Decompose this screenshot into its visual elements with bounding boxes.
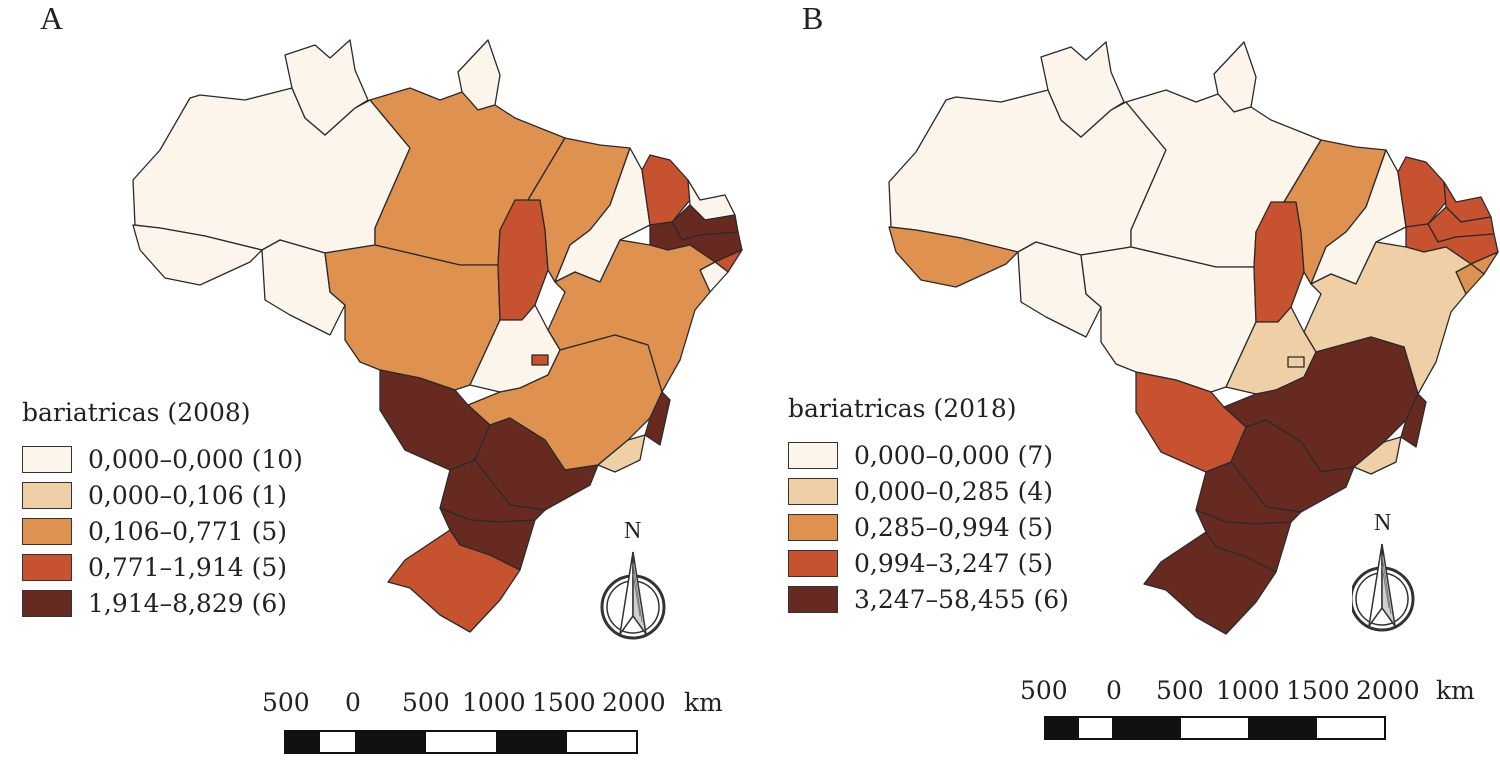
legend-label: 1,914–8,829 (6) — [88, 588, 287, 618]
scale-label: 500 — [1020, 676, 1068, 705]
scale-bar-graphic — [284, 730, 638, 754]
state-roraima — [284, 39, 369, 136]
panel-letter: A — [40, 0, 64, 36]
legend-item: 0,000–0,106 (1) — [22, 477, 303, 513]
brazil-map-2008 — [132, 39, 743, 633]
legend-title: bariatricas (2018) — [788, 394, 1017, 423]
legend-label: 0,285–0,994 (5) — [854, 512, 1053, 542]
legend-swatch — [22, 481, 72, 509]
legend-swatch — [788, 585, 838, 613]
state-rj — [1353, 436, 1402, 475]
scale-bar: 500 0 500 1000 1500 2000 km — [262, 688, 723, 754]
scale-label: km — [1436, 676, 1475, 705]
legend-label: 0,000–0,000 (7) — [854, 440, 1053, 470]
scale-label: 1500 — [532, 688, 596, 717]
scale-label: 1500 — [1286, 676, 1350, 705]
state-df — [531, 354, 549, 366]
scale-label: 2000 — [1356, 676, 1420, 705]
state-es — [644, 391, 671, 446]
legend-label: 0,994–3,247 (5) — [854, 548, 1053, 578]
state-rj — [597, 434, 646, 473]
scale-labels: 500 0 500 1000 1500 2000 km — [1020, 676, 1475, 706]
state-acre — [888, 226, 1019, 288]
legend-label: 0,106–0,771 (5) — [88, 516, 287, 546]
state-roraima — [1040, 41, 1125, 138]
scale-label: 500 — [402, 688, 450, 717]
scale-label: 0 — [1106, 676, 1122, 705]
legend-item: 0,000–0,000 (7) — [788, 437, 1069, 473]
scale-label: km — [684, 688, 723, 717]
state-es — [1400, 393, 1427, 448]
legend-item: 0,771–1,914 (5) — [22, 549, 303, 585]
state-tocantins — [1253, 201, 1305, 323]
state-acre — [132, 224, 263, 286]
scale-label: 0 — [345, 688, 361, 717]
compass-icon — [1352, 543, 1415, 632]
scale-label: 1000 — [1216, 676, 1280, 705]
legend-item: 3,247–58,455 (6) — [788, 581, 1069, 617]
legend-title: bariatricas (2008) — [22, 398, 251, 427]
brazil-map-2018 — [888, 41, 1499, 635]
legend: bariatricas (2018) 0,000–0,000 (7) 0,000… — [788, 394, 1069, 617]
state-tocantins — [497, 199, 549, 321]
scale-label: 1000 — [462, 688, 526, 717]
map-panel-a: A bariatricas (2008) 0,000–0,000 (10) 0,… — [22, 0, 743, 754]
legend-label: 0,000–0,285 (4) — [854, 476, 1053, 506]
scale-bar-graphic — [1044, 716, 1386, 740]
legend-label: 0,000–0,106 (1) — [88, 480, 287, 510]
legend-label: 0,771–1,914 (5) — [88, 552, 287, 582]
state-mato-grosso — [1080, 246, 1257, 393]
state-rs — [387, 529, 521, 633]
compass-icon — [600, 551, 666, 640]
map-panel-b: B bariatricas (2018) 0,000–0,000 (7) 0,0… — [750, 0, 1500, 765]
legend-swatch — [788, 477, 838, 505]
north-label: N — [1374, 510, 1392, 536]
panel-letter: B — [802, 0, 824, 36]
north-arrow: N — [1352, 510, 1432, 632]
legend-item: 0,000–0,285 (4) — [788, 473, 1069, 509]
state-amazonas — [132, 87, 411, 254]
legend-item: 0,106–0,771 (5) — [22, 513, 303, 549]
north-label: N — [624, 518, 642, 544]
scale-label: 500 — [262, 688, 310, 717]
scale-bar: 500 0 500 1000 1500 2000 km — [1020, 676, 1475, 740]
legend-item: 0,000–0,000 (10) — [22, 441, 303, 477]
state-mato-grosso — [324, 244, 501, 391]
legend-swatch — [788, 549, 838, 577]
legend-swatch — [788, 441, 838, 469]
state-amazonas — [888, 89, 1167, 256]
legend-swatch — [22, 445, 72, 473]
north-arrow: N — [596, 518, 676, 640]
legend-swatch — [22, 589, 72, 617]
legend-item: 1,914–8,829 (6) — [22, 585, 303, 621]
state-rs — [1143, 531, 1277, 635]
legend-swatch — [22, 517, 72, 545]
legend-swatch — [788, 513, 838, 541]
scale-labels: 500 0 500 1000 1500 2000 km — [262, 688, 723, 718]
legend: bariatricas (2008) 0,000–0,000 (10) 0,00… — [22, 398, 303, 621]
scale-label: 500 — [1156, 676, 1204, 705]
scale-label: 2000 — [602, 688, 666, 717]
legend-swatch — [22, 553, 72, 581]
legend-item: 0,994–3,247 (5) — [788, 545, 1069, 581]
state-df — [1287, 356, 1305, 368]
legend-label: 0,000–0,000 (10) — [88, 444, 303, 474]
legend-item: 0,285–0,994 (5) — [788, 509, 1069, 545]
legend-label: 3,247–58,455 (6) — [854, 584, 1069, 614]
